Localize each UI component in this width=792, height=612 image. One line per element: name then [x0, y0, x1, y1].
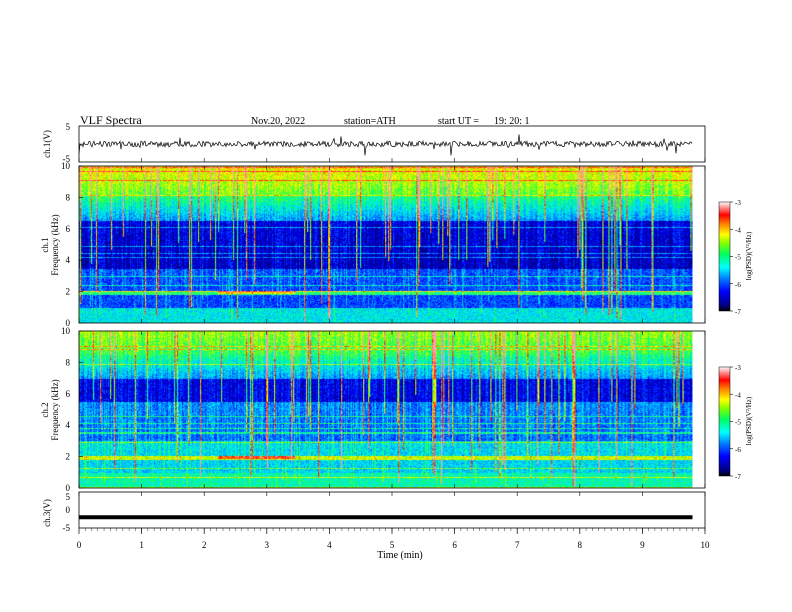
figure-title: VLF Spectra — [80, 113, 142, 127]
time-tick-label: 8 — [578, 540, 583, 550]
ch1-waveform-frame — [78, 125, 706, 163]
station-label: station=ATH — [344, 116, 396, 127]
colorbar-ch1-scale — [718, 201, 731, 312]
colorbar-tick-label: -7 — [735, 308, 741, 316]
ch3-waveform-frame — [78, 491, 706, 529]
time-tick-label: 5 — [390, 540, 395, 550]
time-axis-label: Time (min) — [377, 550, 422, 561]
time-tick-label: 7 — [515, 540, 520, 550]
spec-ytick-label: 0 — [66, 483, 71, 493]
spec-ytick-label: 4 — [66, 255, 71, 265]
colorbar-tick-label: -3 — [735, 364, 741, 372]
start-ut-label: start UT = — [438, 116, 479, 127]
time-tick-label: 0 — [77, 540, 82, 550]
time-tick-label: 10 — [701, 540, 711, 550]
ch1-waveform-panel: 5 -5 ch.1(V) — [42, 122, 706, 164]
spec-ytick-label: 6 — [66, 389, 71, 399]
ch2-spec-ylabel: Frequency (kHz) — [50, 379, 60, 440]
time-axis: 0 1 2 3 4 5 6 7 8 9 10 — [77, 158, 710, 550]
colorbar-ch2-label: log(PSD)(V²/Hz) — [745, 396, 753, 445]
ch3-waveform-panel: 5 0 -5 ch.3(V) — [42, 491, 706, 533]
time-tick-label: 2 — [202, 540, 207, 550]
colorbar-tick-label: -5 — [735, 254, 741, 262]
ch3-ylabel: ch.3(V) — [42, 499, 52, 527]
ch2-spec-ylabel-channel: ch.2 — [40, 402, 50, 417]
time-tick-label: 9 — [640, 540, 645, 550]
spec-ytick-label: 6 — [66, 224, 71, 234]
time-tick-label: 1 — [139, 540, 144, 550]
ch3-ytick-top: 5 — [66, 492, 71, 502]
spec-ytick-label: 2 — [66, 287, 71, 297]
spec-ytick-label: 2 — [66, 452, 71, 462]
spec-ytick-label: 10 — [61, 326, 71, 336]
time-tick-label: 6 — [452, 540, 457, 550]
colorbar-tick-label: -4 — [735, 226, 741, 234]
ch1-ytick-top: 5 — [66, 122, 71, 132]
ch1-spectrogram-image — [79, 166, 693, 323]
spec-ytick-label: 10 — [61, 161, 71, 171]
spec-ytick-label: 0 — [66, 318, 71, 328]
ch1-spec-ylabel-channel: ch.1 — [40, 237, 50, 252]
ch1-ylabel: ch.1(V) — [42, 130, 52, 158]
ch1-ytick-bottom: -5 — [63, 154, 71, 164]
ch1-waveform-trace — [78, 134, 693, 156]
ch3-ytick-bottom: -5 — [63, 523, 71, 533]
time-tick-label: 3 — [265, 540, 270, 550]
ch2-spectrogram-image — [79, 331, 693, 488]
colorbar-tick-label: -6 — [735, 281, 741, 289]
colorbar-ch2-scale — [718, 366, 731, 477]
colorbar-tick-label: -3 — [735, 199, 741, 207]
ch3-ytick-mid: 0 — [66, 505, 71, 515]
colorbar-tick-label: -6 — [735, 446, 741, 454]
colorbar-tick-label: -7 — [735, 473, 741, 481]
colorbar-ch1: -3 -4 -5 -6 -7 log(PSD)(V²/Hz) — [718, 199, 753, 316]
colorbar-tick-label: -5 — [735, 419, 741, 427]
spec-ytick-label: 4 — [66, 420, 71, 430]
spec-ytick-label: 8 — [66, 192, 71, 202]
date-label: Nov.20, 2022 — [251, 116, 305, 127]
colorbar-ch1-label: log(PSD)(V²/Hz) — [745, 231, 753, 280]
ch1-spec-ylabel: Frequency (kHz) — [50, 214, 60, 275]
start-ut-value: 19: 20: 1 — [494, 116, 530, 127]
colorbar-ch2: -3 -4 -5 -6 -7 log(PSD)(V²/Hz) — [718, 364, 753, 481]
colorbar-tick-label: -4 — [735, 391, 741, 399]
spec-ytick-label: 8 — [66, 357, 71, 367]
time-tick-label: 4 — [327, 540, 332, 550]
